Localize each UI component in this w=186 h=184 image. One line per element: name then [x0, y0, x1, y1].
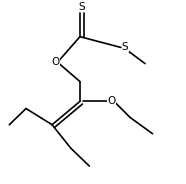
Text: S: S [79, 1, 85, 12]
Text: O: O [52, 57, 60, 67]
Text: O: O [108, 96, 116, 106]
Text: S: S [122, 42, 129, 52]
